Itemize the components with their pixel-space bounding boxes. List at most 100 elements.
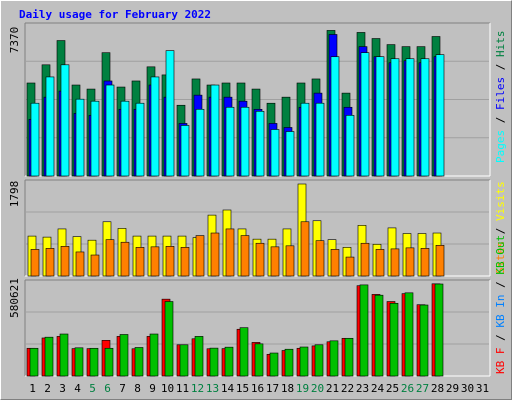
pages-bar: [210, 84, 220, 177]
pages-bar: [390, 58, 400, 177]
x-tick-label: 28: [431, 382, 444, 395]
x-tick-label: 16: [251, 382, 264, 395]
sites-bar: [330, 249, 340, 277]
sites-bar: [375, 249, 385, 277]
kbout-bar: [44, 336, 54, 377]
x-tick-label: 8: [134, 382, 141, 395]
kbout-bar: [59, 333, 69, 377]
kbout-bar: [419, 304, 429, 377]
pages-bar: [255, 111, 265, 177]
hits-legend: Pages / Files / Hits: [494, 31, 507, 164]
legend-separator: /: [494, 110, 507, 130]
pages-bar: [60, 64, 70, 177]
sites-bar: [420, 248, 430, 277]
sites-bar: [255, 242, 265, 277]
pages-bar: [375, 56, 385, 177]
kbout-bar: [374, 294, 384, 377]
pages-bar: [225, 106, 235, 177]
kbout-bar: [404, 292, 414, 377]
x-tick-label: 17: [266, 382, 279, 395]
pages-bar: [240, 106, 250, 177]
sites-bar: [270, 246, 280, 277]
kbout-bar: [434, 283, 444, 377]
sites-bar: [30, 249, 40, 277]
visits-legend: Sites / Visits: [494, 181, 507, 274]
kbout-bar: [224, 346, 234, 377]
kbout-bar: [389, 302, 399, 377]
sites-bar: [315, 240, 325, 277]
sites-bar: [435, 244, 445, 277]
x-tick-label: 19: [296, 382, 309, 395]
pages-bar: [300, 102, 310, 177]
x-tick-label: 24: [371, 382, 385, 395]
pages-bar: [195, 108, 205, 177]
x-tick-label: 13: [206, 382, 219, 395]
pages-bar: [105, 84, 115, 177]
sites-bar: [120, 241, 130, 277]
x-tick-label: 18: [281, 382, 294, 395]
sites-bar: [90, 254, 100, 277]
kbout-bar: [344, 337, 354, 377]
kbout-bar: [269, 352, 279, 377]
kbout-bar: [119, 334, 129, 377]
kbout-bar: [74, 347, 84, 377]
pages-bar: [405, 58, 415, 177]
x-tick-label: 6: [104, 382, 111, 395]
sites-bar: [195, 235, 205, 277]
legend-entry: KB In: [494, 295, 507, 328]
sites-bar: [180, 247, 190, 277]
x-tick-label: 7: [119, 382, 126, 395]
x-tick-label: 25: [386, 382, 399, 395]
pages-bar: [135, 102, 145, 177]
sites-bar: [75, 251, 85, 277]
kbout-bar: [239, 327, 249, 377]
legend-entry: KB Out: [494, 235, 507, 275]
x-tick-label: 20: [311, 382, 324, 395]
legend-entry: Visits: [494, 181, 507, 221]
x-tick-label: 1: [29, 382, 36, 395]
x-tick-label: 2: [44, 382, 51, 395]
kbout-bar: [164, 301, 174, 377]
pages-bar: [420, 58, 430, 177]
pages-bar: [345, 115, 355, 177]
kbytes-ymax-label: 580621: [8, 278, 21, 318]
kbout-bar: [254, 343, 264, 377]
pages-bar: [270, 129, 280, 177]
x-tick-label: 30: [461, 382, 474, 395]
kbout-bar: [284, 348, 294, 377]
pages-bar: [180, 125, 190, 177]
kbout-bar: [179, 344, 189, 377]
legend-entry: Hits: [494, 31, 507, 58]
x-tick-label: 12: [191, 382, 204, 395]
x-tick-label: 15: [236, 382, 249, 395]
kbout-bar: [299, 346, 309, 377]
sites-bar: [240, 235, 250, 277]
sites-bar: [300, 221, 310, 277]
pages-bar: [45, 76, 55, 177]
kbout-bar: [89, 347, 99, 377]
pages-bar: [150, 76, 160, 177]
legend-entry: Pages: [494, 130, 507, 163]
sites-bar: [360, 242, 370, 277]
sites-bar: [135, 247, 145, 277]
pages-bar: [75, 98, 85, 177]
legend-separator: /: [494, 328, 507, 348]
chart-title: Daily usage for February 2022: [19, 8, 212, 21]
x-tick-label: 29: [446, 382, 459, 395]
x-tick-label: 21: [326, 382, 339, 395]
pages-bar: [315, 102, 325, 177]
hits-ymax-label: 7370: [8, 27, 21, 54]
x-tick-label: 5: [89, 382, 96, 395]
sites-bar: [150, 246, 160, 277]
kbout-bar: [194, 336, 204, 377]
x-tick-label: 9: [149, 382, 156, 395]
x-tick-label: 10: [161, 382, 174, 395]
sites-bar: [60, 246, 70, 277]
pages-bar: [30, 102, 40, 177]
sites-bar: [285, 245, 295, 277]
sites-bar: [345, 256, 355, 277]
kbout-bar: [29, 347, 39, 377]
pages-bar: [165, 50, 175, 177]
x-tick-label: 14: [221, 382, 235, 395]
